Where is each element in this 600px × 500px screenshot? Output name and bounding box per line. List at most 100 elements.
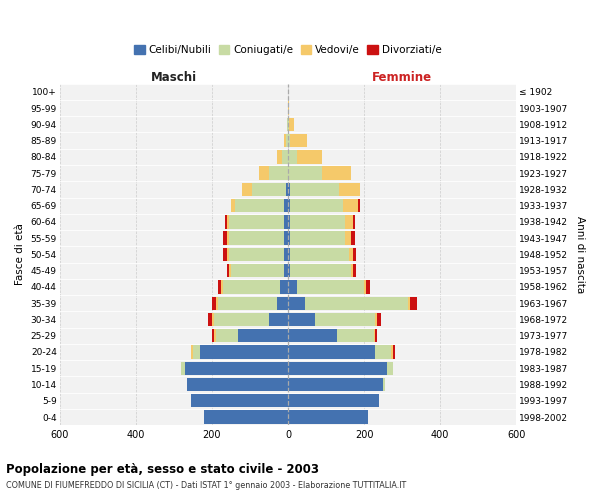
Bar xyxy=(214,329,215,342)
Bar xyxy=(227,232,229,245)
Bar xyxy=(288,280,298,293)
Bar xyxy=(204,410,288,424)
Bar xyxy=(351,232,355,245)
Bar xyxy=(340,182,360,196)
Bar xyxy=(290,182,340,196)
Bar xyxy=(353,215,355,228)
Bar xyxy=(364,280,366,293)
Bar xyxy=(191,394,288,407)
Bar xyxy=(284,248,288,261)
Bar xyxy=(353,248,356,261)
Bar xyxy=(353,264,356,278)
Bar xyxy=(288,134,290,147)
Text: Maschi: Maschi xyxy=(151,70,197,84)
Bar xyxy=(229,248,284,261)
Text: Femmine: Femmine xyxy=(372,70,432,84)
Bar xyxy=(349,248,353,261)
Y-axis label: Fasce di età: Fasce di età xyxy=(15,224,25,286)
Bar xyxy=(284,199,288,212)
Bar xyxy=(181,362,185,375)
Bar xyxy=(305,296,408,310)
Bar xyxy=(288,199,290,212)
Bar xyxy=(212,313,214,326)
Bar xyxy=(290,232,345,245)
Bar xyxy=(225,215,227,228)
Bar xyxy=(284,215,288,228)
Y-axis label: Anni di nascita: Anni di nascita xyxy=(575,216,585,293)
Bar xyxy=(215,329,238,342)
Bar xyxy=(289,118,295,131)
Bar xyxy=(218,280,221,293)
Bar xyxy=(288,248,290,261)
Bar xyxy=(383,378,385,391)
Bar xyxy=(288,182,290,196)
Bar xyxy=(288,296,305,310)
Bar xyxy=(408,296,410,310)
Bar xyxy=(223,280,280,293)
Bar xyxy=(191,346,193,358)
Bar xyxy=(229,232,284,245)
Bar xyxy=(214,313,269,326)
Bar xyxy=(235,199,284,212)
Bar xyxy=(208,313,212,326)
Bar xyxy=(298,150,322,164)
Bar xyxy=(288,410,368,424)
Bar xyxy=(288,313,314,326)
Bar xyxy=(231,199,235,212)
Bar xyxy=(290,264,351,278)
Bar xyxy=(366,280,370,293)
Bar xyxy=(284,232,288,245)
Bar xyxy=(229,215,284,228)
Legend: Celibi/Nubili, Coniugati/e, Vedovi/e, Divorziati/e: Celibi/Nubili, Coniugati/e, Vedovi/e, Di… xyxy=(130,41,446,60)
Bar xyxy=(345,215,353,228)
Bar xyxy=(410,296,418,310)
Bar xyxy=(377,313,381,326)
Bar xyxy=(376,329,377,342)
Bar xyxy=(376,346,391,358)
Bar xyxy=(277,150,282,164)
Bar xyxy=(284,134,286,147)
Bar xyxy=(212,329,214,342)
Bar xyxy=(288,264,290,278)
Bar xyxy=(298,280,364,293)
Bar xyxy=(252,182,286,196)
Bar xyxy=(259,166,269,180)
Bar xyxy=(351,264,353,278)
Bar xyxy=(358,199,360,212)
Bar xyxy=(286,182,288,196)
Bar xyxy=(374,329,376,342)
Bar xyxy=(288,329,337,342)
Bar xyxy=(218,296,277,310)
Bar xyxy=(223,248,227,261)
Bar xyxy=(288,346,376,358)
Bar xyxy=(288,102,289,114)
Bar xyxy=(288,232,290,245)
Bar xyxy=(290,199,343,212)
Bar xyxy=(229,264,231,278)
Bar xyxy=(227,215,229,228)
Bar xyxy=(288,362,387,375)
Bar xyxy=(345,232,351,245)
Bar xyxy=(200,346,288,358)
Bar xyxy=(288,150,298,164)
Bar xyxy=(288,394,379,407)
Bar xyxy=(343,199,358,212)
Bar xyxy=(286,134,288,147)
Bar xyxy=(212,296,215,310)
Bar xyxy=(227,248,229,261)
Bar xyxy=(391,346,392,358)
Bar xyxy=(322,166,351,180)
Bar xyxy=(269,313,288,326)
Bar xyxy=(288,166,322,180)
Bar xyxy=(238,329,288,342)
Bar xyxy=(231,264,284,278)
Bar xyxy=(221,280,223,293)
Bar xyxy=(277,296,288,310)
Bar xyxy=(376,313,377,326)
Bar xyxy=(290,215,345,228)
Bar xyxy=(314,313,376,326)
Bar xyxy=(288,215,290,228)
Bar xyxy=(290,248,349,261)
Bar xyxy=(269,166,288,180)
Bar xyxy=(215,296,218,310)
